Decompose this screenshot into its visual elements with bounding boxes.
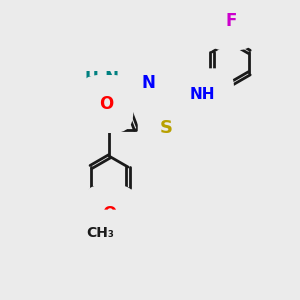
Text: F: F bbox=[225, 12, 236, 30]
Text: O: O bbox=[99, 95, 113, 113]
Text: O: O bbox=[102, 205, 117, 223]
Text: H₂N: H₂N bbox=[85, 70, 120, 88]
Text: S: S bbox=[159, 119, 172, 137]
Text: CH₃: CH₃ bbox=[87, 226, 115, 240]
Text: N: N bbox=[142, 74, 156, 92]
Text: NH: NH bbox=[190, 87, 216, 102]
